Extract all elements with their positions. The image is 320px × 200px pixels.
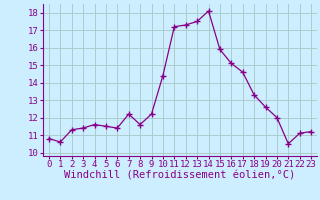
X-axis label: Windchill (Refroidissement éolien,°C): Windchill (Refroidissement éolien,°C) <box>64 171 296 181</box>
